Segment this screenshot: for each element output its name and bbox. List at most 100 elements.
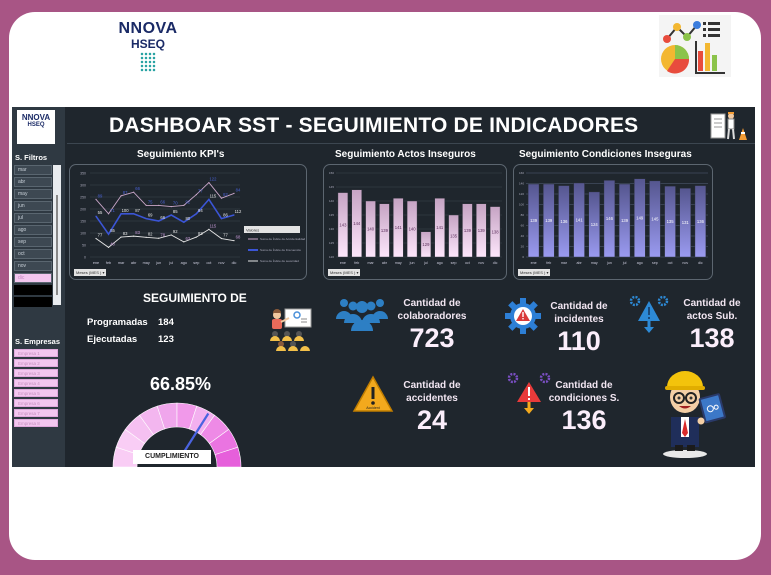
x-tick-label: may	[591, 261, 598, 265]
y-tick-label: 140	[519, 182, 524, 186]
month-filter-item[interactable]: abr	[14, 177, 52, 187]
company-filter-item[interactable]: Empresa 8	[14, 419, 58, 427]
bar	[462, 203, 473, 258]
data-point	[95, 237, 97, 240]
company-filter-item[interactable]: Empresa 1	[14, 349, 58, 357]
data-label: 75	[148, 199, 153, 204]
month-filter-item[interactable]: jul	[14, 213, 52, 223]
y-tick-label: 350	[80, 172, 86, 176]
x-tick-label: may	[395, 261, 402, 265]
companies-title: S. Empresas	[15, 337, 61, 346]
data-point	[195, 236, 197, 238]
month-filter-item[interactable]: dic	[14, 273, 52, 283]
scrollbar-thumb[interactable]	[56, 195, 58, 295]
data-point	[120, 236, 122, 238]
data-point	[170, 234, 172, 236]
data-label: 100	[122, 208, 130, 213]
month-filter-item[interactable]: nov	[14, 261, 52, 271]
bar	[337, 192, 349, 258]
bar-label: 146	[606, 216, 614, 221]
data-point	[208, 198, 210, 200]
x-tick-label: abr	[576, 261, 582, 265]
data-label: 94	[198, 208, 203, 213]
month-filter-item[interactable]: sep	[14, 237, 52, 247]
legend-title: Valores	[246, 228, 259, 233]
bar	[476, 203, 487, 258]
data-point	[208, 182, 210, 184]
data-label: 77	[223, 233, 228, 238]
data-label: 66	[160, 199, 165, 204]
data-point	[95, 215, 97, 217]
actos-month-filter[interactable]: Meses (MES ) ▾	[328, 269, 361, 276]
stat-value: 110	[557, 326, 601, 356]
y-tick-label: 60	[521, 224, 525, 228]
y-tick-label: 300	[80, 184, 86, 188]
series-line	[95, 228, 235, 248]
data-point	[208, 228, 210, 230]
x-tick-label: jul	[168, 261, 173, 265]
month-filter-item[interactable]: ago	[14, 225, 52, 235]
x-tick-label: dic	[493, 261, 498, 265]
month-filter-item[interactable]: jun	[14, 201, 52, 211]
stat-value: 136	[561, 405, 607, 435]
month-filter-item[interactable]: mar	[14, 165, 52, 175]
gear-warning-icon	[504, 297, 542, 339]
company-filter-item[interactable]: Empresa 2	[14, 359, 58, 367]
data-label: 84	[236, 187, 241, 192]
y-tick-label: 150	[80, 220, 86, 224]
bar-label: 124	[591, 222, 599, 227]
x-tick-label: feb	[546, 261, 551, 265]
month-filter-item[interactable]: may	[14, 189, 52, 199]
condiciones-month-filter[interactable]: Meses (MES ) ▾	[518, 269, 551, 276]
company-filter-item[interactable]: Empresa 4	[14, 379, 58, 387]
bar-label: 139	[478, 228, 486, 233]
data-label: 40	[110, 241, 115, 246]
company-filter-item[interactable]: Empresa 3	[14, 369, 58, 377]
ejecutadas-value: 123	[158, 334, 174, 345]
data-point	[170, 214, 172, 216]
y-tick-label: 140	[329, 199, 334, 203]
page-frame: NNOVA HSEQ NNOVA HSEQ S. Filtros mar	[9, 12, 761, 560]
y-tick-label: 120	[329, 255, 334, 259]
x-tick-label: jun	[155, 261, 161, 265]
x-tick-label: dic	[232, 261, 237, 265]
kpi-month-filter[interactable]: Meses (MES ) ▾	[74, 269, 107, 276]
x-tick-label: feb	[354, 261, 359, 265]
y-tick-label: 250	[80, 196, 86, 200]
data-point	[233, 240, 235, 242]
x-tick-label: abr	[131, 261, 137, 265]
data-point	[233, 192, 235, 194]
ejecutadas-label: Ejecutadas	[87, 334, 138, 345]
data-point	[183, 221, 185, 223]
bar	[434, 198, 445, 258]
condiciones-chart-svg: 0 20 40 60 80 100 120 140 160 139 ene 139 feb 136 mar 1…	[519, 171, 708, 265]
x-tick-label: ago	[437, 261, 443, 265]
bar	[543, 183, 555, 258]
data-label: 92	[185, 199, 190, 204]
company-filter-item[interactable]: Empresa 5	[14, 389, 58, 397]
kpi-chart-svg: 0 50 100 150 200 250 300 350 ene feb mar abr may jun j…	[80, 172, 305, 266]
data-point	[170, 206, 172, 208]
y-tick-label: 160	[519, 171, 524, 175]
programadas-label: Programadas	[87, 317, 148, 328]
bar	[664, 185, 676, 258]
x-tick-label: ago	[181, 261, 187, 265]
month-filter-item[interactable]: oct	[14, 249, 52, 259]
bar	[558, 185, 570, 258]
x-tick-label: nov	[218, 261, 224, 265]
x-tick-label: may	[143, 261, 150, 265]
x-tick-label: nov	[682, 261, 688, 265]
company-filter-item[interactable]: Empresa 6	[14, 399, 58, 407]
month-filter-scrollbar[interactable]	[53, 165, 61, 305]
data-point	[220, 197, 223, 199]
data-label: 71	[110, 208, 115, 213]
accident-warning-icon: Accident	[352, 375, 394, 417]
y-tick-label: 50	[82, 244, 86, 248]
x-tick-label: jul	[622, 261, 627, 265]
company-filter-item[interactable]: Empresa 7	[14, 409, 58, 417]
cumplimiento-label: CUMPLIMIENTO	[133, 450, 211, 464]
title-bar: DASHBOAR SST - SEGUIMIENTO DE INDICADORE…	[67, 107, 755, 144]
stat-label: Cantidad de	[403, 298, 461, 309]
x-tick-label: ene	[340, 261, 346, 265]
bar-label: 139	[464, 228, 472, 233]
